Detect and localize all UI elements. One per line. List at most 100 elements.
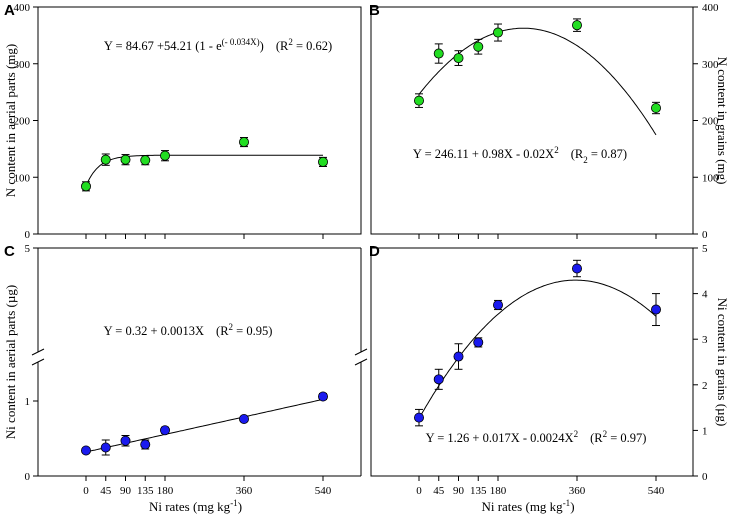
panel-label-a: A bbox=[4, 2, 15, 19]
data-point-c bbox=[317, 391, 328, 402]
y-tick-label-b: 200 bbox=[702, 116, 719, 128]
x-tick-label-c: 540 bbox=[315, 485, 332, 497]
equation-d: Y = 1.26 + 0.017X - 0.0024X2 (R2 = 0.97) bbox=[426, 429, 647, 445]
y-axis-label-c: Ni content in aerial parts (µg) bbox=[3, 285, 18, 439]
equation-r2-c: (R bbox=[216, 324, 229, 338]
data-point-a bbox=[238, 137, 249, 148]
y-axis-label-d: Ni content in grains (µg) bbox=[715, 298, 730, 427]
data-point-b bbox=[453, 53, 464, 64]
equation-r2-b: (R bbox=[571, 147, 584, 161]
data-point-b bbox=[433, 48, 444, 59]
equation-r2-a: (R bbox=[276, 39, 289, 53]
panel-label-d: D bbox=[369, 243, 380, 260]
y-tick-label-b: 300 bbox=[702, 59, 719, 71]
equation-a: Y = 84.67 +54.21 (1 - e(- 0.034X)) (R2 = … bbox=[104, 37, 332, 53]
data-point-c bbox=[120, 435, 131, 446]
equation-b: Y = 246.11 + 0.98X - 0.02X2 (R2 = 0.87) bbox=[413, 145, 627, 165]
data-point-d bbox=[413, 412, 424, 423]
equation-exponent-b: 2 bbox=[554, 145, 559, 155]
y-tick-label-c: 1 bbox=[25, 396, 31, 408]
x-axis-label-d: Ni rates (mg kg-1) bbox=[481, 498, 574, 514]
x-tick-label-d: 45 bbox=[433, 485, 445, 497]
equation-r2-value-d: = 0.97) bbox=[607, 431, 646, 445]
data-point-d bbox=[572, 263, 583, 274]
equation-r2-exp-b: 2 bbox=[583, 155, 588, 165]
axis-break-right-a bbox=[354, 348, 368, 356]
y-axis-label-a: N content in aerial parts (mg) bbox=[3, 44, 18, 197]
data-point-b bbox=[572, 20, 583, 31]
equation-r2-exp-c: 2 bbox=[229, 322, 234, 332]
data-point-a bbox=[140, 155, 151, 166]
x-tick-label-c: 45 bbox=[100, 485, 112, 497]
data-point-a bbox=[81, 181, 92, 192]
equation-exponent-a: (- 0.034X) bbox=[222, 37, 260, 47]
data-point-a bbox=[100, 154, 111, 165]
fit-curve-b bbox=[418, 27, 657, 136]
y-tick-label-d: 2 bbox=[702, 380, 708, 392]
equation-close-a: ) bbox=[260, 39, 264, 53]
y-tick-label-a: 0 bbox=[25, 229, 31, 241]
y-tick-label-d: 5 bbox=[702, 243, 708, 255]
x-tick-label-d: 90 bbox=[453, 485, 465, 497]
panel-label-c: C bbox=[4, 243, 15, 260]
data-point-d bbox=[433, 374, 444, 385]
data-point-c bbox=[159, 425, 170, 436]
x-tick-label-c: 180 bbox=[157, 485, 174, 497]
data-point-d bbox=[492, 299, 503, 310]
axis-break-left-a bbox=[31, 348, 45, 356]
y-tick-label-a: 400 bbox=[14, 2, 31, 14]
equation-r2-value-c: = 0.95) bbox=[233, 324, 272, 338]
frame-b bbox=[370, 6, 694, 235]
data-point-b bbox=[473, 41, 484, 52]
y-tick-label-a: 200 bbox=[14, 116, 31, 128]
data-point-d bbox=[651, 304, 662, 315]
data-point-b bbox=[651, 103, 662, 114]
fit-curve-c bbox=[85, 398, 324, 453]
x-axis-label-close-d: ) bbox=[570, 499, 574, 514]
data-point-a bbox=[120, 154, 131, 165]
x-tick-label-c: 135 bbox=[137, 485, 154, 497]
equation-r2-exp-d: 2 bbox=[603, 429, 608, 439]
x-tick-label-c: 90 bbox=[120, 485, 132, 497]
panel-label-b: B bbox=[369, 2, 380, 19]
x-axis-label-close-c: ) bbox=[238, 499, 242, 514]
data-point-c bbox=[100, 442, 111, 453]
data-point-c bbox=[81, 445, 92, 456]
y-tick-label-d: 1 bbox=[702, 425, 708, 437]
equation-r2-d: (R bbox=[590, 431, 603, 445]
equation-r2-value-a: = 0.62) bbox=[293, 39, 332, 53]
y-tick-label-d: 3 bbox=[702, 334, 708, 346]
data-point-c bbox=[238, 413, 249, 424]
equation-c: Y = 0.32 + 0.0013X (R2 = 0.95) bbox=[104, 322, 273, 338]
y-tick-label-a: 300 bbox=[14, 59, 31, 71]
data-point-b bbox=[413, 95, 424, 106]
data-point-d bbox=[453, 351, 464, 362]
y-tick-label-b: 400 bbox=[702, 2, 719, 14]
y-axis-label-b: N content in grains (mg) bbox=[715, 57, 730, 185]
data-point-b bbox=[492, 27, 503, 38]
y-tick-label-a: 100 bbox=[14, 172, 31, 184]
x-tick-label-d: 0 bbox=[416, 485, 422, 497]
x-tick-label-d: 135 bbox=[470, 485, 487, 497]
data-point-d bbox=[473, 337, 484, 348]
y-tick-label-b: 100 bbox=[702, 172, 719, 184]
equation-r2-exp-a: 2 bbox=[288, 37, 293, 47]
x-tick-label-d: 360 bbox=[569, 485, 586, 497]
y-tick-label-d: 0 bbox=[702, 471, 708, 483]
axis-break-right-b bbox=[354, 358, 368, 366]
y-tick-label-c: 5 bbox=[25, 243, 31, 255]
fit-curve-d bbox=[418, 279, 657, 419]
equation-r2-value-b: = 0.87) bbox=[588, 147, 627, 161]
x-tick-label-d: 540 bbox=[648, 485, 665, 497]
x-tick-label-c: 0 bbox=[83, 485, 89, 497]
y-tick-label-d: 4 bbox=[702, 289, 708, 301]
axis-break-left-b bbox=[31, 358, 45, 366]
frame-d bbox=[370, 247, 694, 477]
x-axis-label-c: Ni rates (mg kg-1) bbox=[149, 498, 242, 514]
x-tick-label-c: 360 bbox=[236, 485, 253, 497]
y-tick-label-c: 0 bbox=[25, 471, 31, 483]
x-axis-label-sup-d: -1 bbox=[563, 498, 571, 508]
data-point-a bbox=[317, 156, 328, 167]
data-point-c bbox=[140, 439, 151, 450]
